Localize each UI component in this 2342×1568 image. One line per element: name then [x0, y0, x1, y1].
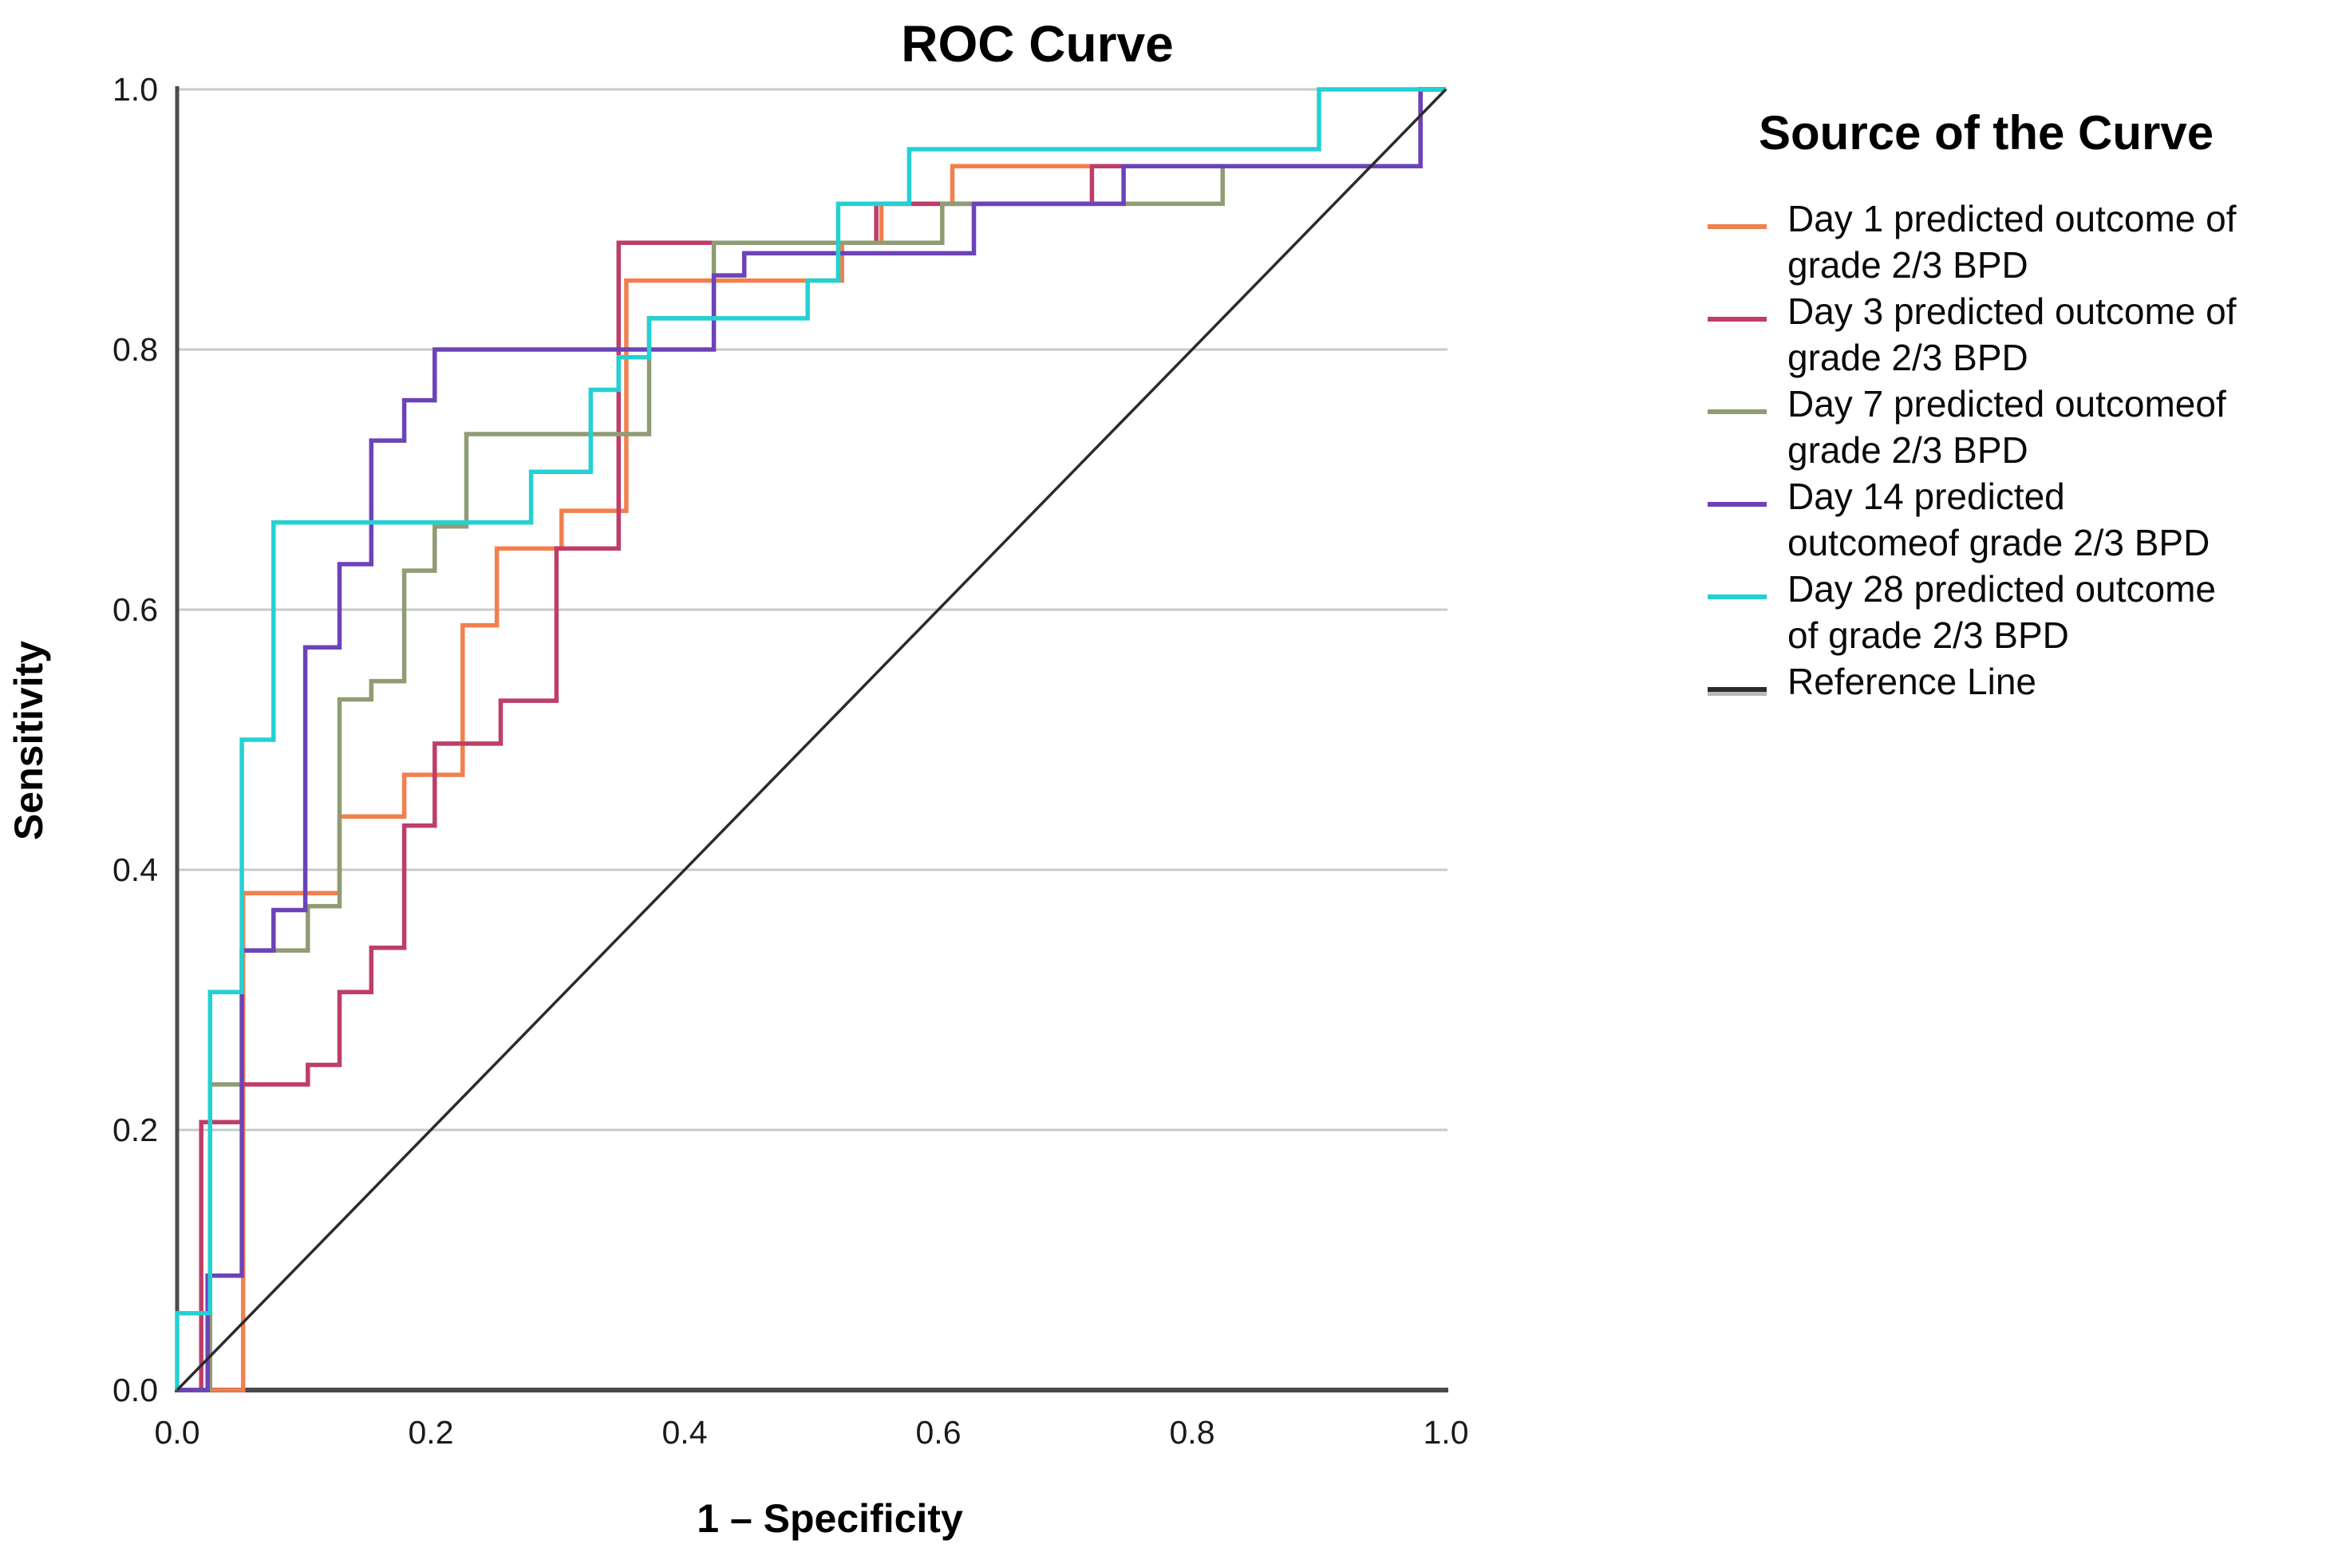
- legend-swatch-day3: [1708, 317, 1767, 322]
- gridlines: [177, 88, 1447, 1132]
- legend-item-day7: Day 7 predicted outcomeof grade 2/3 BPD: [1708, 381, 2342, 473]
- legend-swatch-day7: [1708, 409, 1767, 414]
- legend-swatch-reference: [1708, 687, 1767, 692]
- x-tick-label-1.0: 1.0: [1423, 1414, 1469, 1451]
- roc-curves: [175, 87, 1447, 1392]
- legend-item-day14: Day 14 predicted outcomeof grade 2/3 BPD: [1708, 473, 2342, 566]
- roc-curve-day14: [177, 87, 1446, 1392]
- legend-label-day14-line2: outcomeof grade 2/3 BPD: [1787, 522, 2210, 563]
- y-tick-label-0.2: 0.2: [113, 1112, 158, 1148]
- legend-label-day7-line2: grade 2/3 BPD: [1787, 429, 2028, 471]
- legend-swatch-day1: [1708, 224, 1767, 229]
- x-tick-label-0.8: 0.8: [1169, 1414, 1215, 1451]
- legend-entries: Day 1 predicted outcome of grade 2/3 BPD D…: [1708, 196, 2342, 705]
- x-tick-label-0.2: 0.2: [408, 1414, 454, 1451]
- legend-label-day3-line1: Day 3 predicted outcome of: [1787, 290, 2237, 332]
- x-tick-label-0.6: 0.6: [915, 1414, 962, 1451]
- y-tick-label-1.0: 1.0: [113, 71, 158, 108]
- legend-swatch-day28: [1708, 594, 1767, 599]
- legend-label-day1-line1: Day 1 predicted outcome of: [1787, 198, 2237, 239]
- legend-item-day28: Day 28 predicted outcome of grade 2/3 BPD: [1708, 566, 2342, 658]
- x-tick-label-0.4: 0.4: [662, 1414, 708, 1451]
- roc-curve-day28: [175, 87, 1446, 1390]
- y-tick-label-0.0: 0.0: [113, 1372, 158, 1408]
- roc-curve-reference: [176, 88, 1447, 1392]
- legend-item-day3: Day 3 predicted outcome of grade 2/3 BPD: [1708, 288, 2342, 381]
- legend-label-day7-line1: Day 7 predicted outcomeof: [1787, 383, 2226, 425]
- legend-title: Source of the Curve: [1759, 106, 2214, 160]
- legend-label-day3-line2: grade 2/3 BPD: [1787, 337, 2028, 378]
- y-tick-label-0.6: 0.6: [113, 591, 158, 628]
- legend-label-day14-line1: Day 14 predicted: [1787, 476, 2065, 517]
- legend-swatch-day14: [1708, 502, 1767, 507]
- legend-item-reference: Reference Line: [1708, 658, 2342, 705]
- y-tick-label-0.8: 0.8: [113, 331, 158, 368]
- x-tick-label-0.0: 0.0: [154, 1414, 200, 1451]
- y-axis-title: Sensitivity: [6, 640, 51, 841]
- legend-label-day28-line2: of grade 2/3 BPD: [1787, 614, 2069, 656]
- legend-label-day1-line2: grade 2/3 BPD: [1787, 244, 2028, 286]
- y-tick-label-0.4: 0.4: [113, 851, 158, 888]
- chart-title: ROC Curve: [901, 15, 1174, 73]
- axis-lines: [175, 86, 1448, 1392]
- legend-label-day28-line1: Day 28 predicted outcome: [1787, 568, 2216, 610]
- legend-item-day1: Day 1 predicted outcome of grade 2/3 BPD: [1708, 196, 2342, 288]
- x-axis-title: 1 – Specificity: [697, 1496, 963, 1541]
- legend: Source of the Curve Day 1 predicted outc…: [1708, 105, 2342, 705]
- legend-label-reference-line1: Reference Line: [1787, 661, 2036, 702]
